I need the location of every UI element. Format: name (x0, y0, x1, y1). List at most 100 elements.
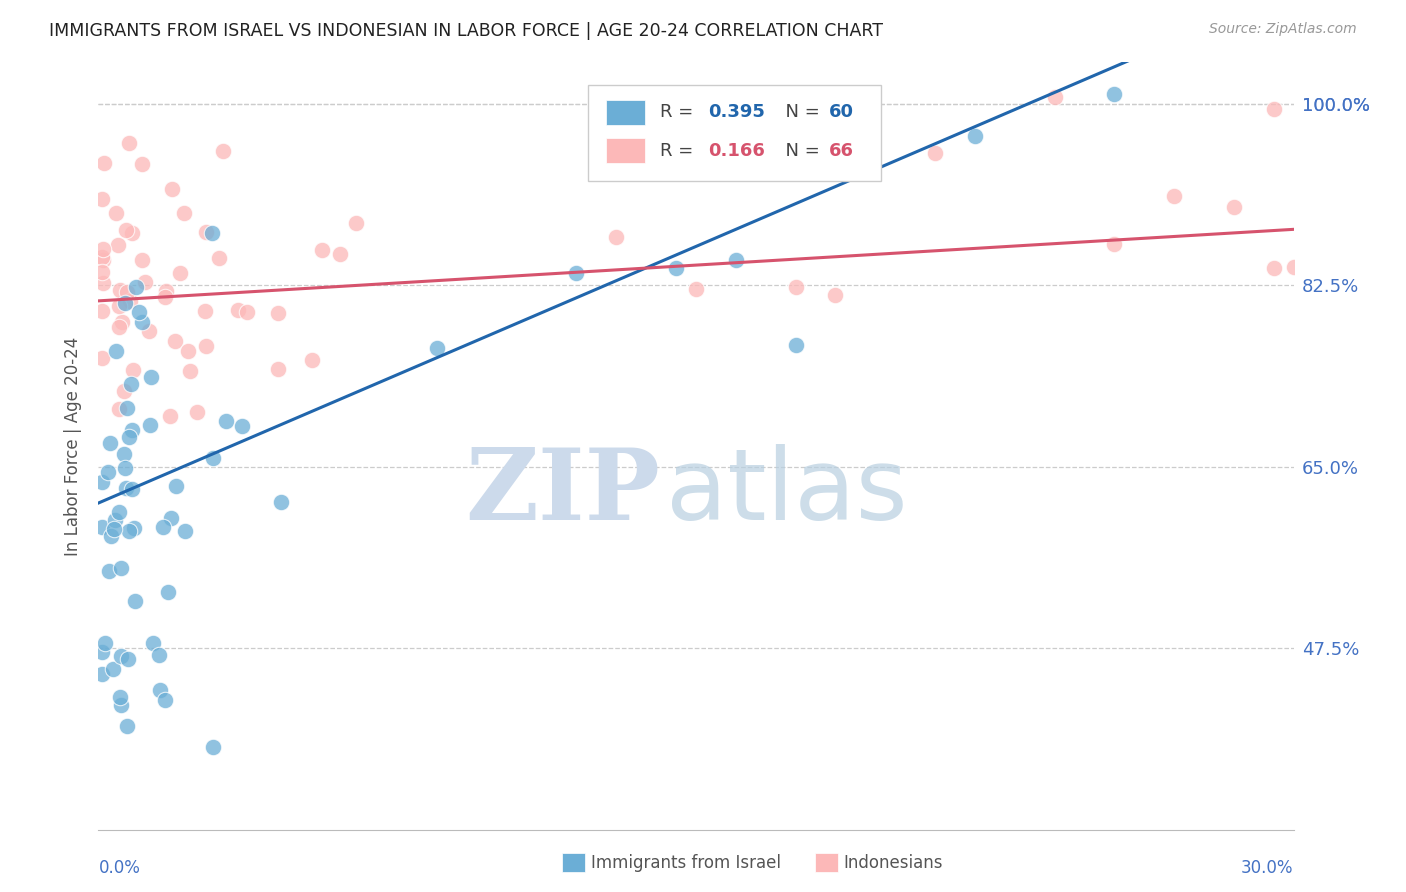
Point (108, 299, 131, 313)
Point (138, 324, 160, 338)
Point (270, 495, 292, 509)
Point (121, 226, 143, 240)
Point (125, 280, 148, 294)
Point (107, 238, 129, 252)
Point (179, 364, 201, 378)
Text: 60: 60 (828, 103, 853, 121)
Point (1263, 102, 1285, 116)
Point (104, 513, 127, 527)
Point (160, 182, 183, 196)
Point (114, 461, 136, 475)
Point (344, 216, 367, 230)
Point (186, 405, 208, 419)
Point (207, 251, 229, 265)
Text: ZIP: ZIP (465, 443, 661, 541)
Point (103, 522, 125, 536)
Point (91, 667, 114, 681)
Point (91, 475, 114, 490)
Point (1043, 90, 1066, 104)
Point (155, 284, 177, 298)
Y-axis label: In Labor Force | Age 20-24: In Labor Force | Age 20-24 (63, 336, 82, 556)
Point (236, 305, 259, 319)
Point (108, 505, 131, 519)
Point (165, 479, 187, 493)
Text: atlas: atlas (666, 443, 908, 541)
Point (131, 157, 153, 171)
Point (149, 682, 172, 697)
Point (1104, 87, 1126, 101)
Point (226, 303, 249, 318)
Point (91, 277, 114, 291)
Text: IMMIGRANTS FROM ISRAEL VS INDONESIAN IN LABOR FORCE | AGE 20-24 CORRELATION CHAR: IMMIGRANTS FROM ISRAEL VS INDONESIAN IN … (49, 22, 883, 40)
Point (97, 466, 120, 480)
Point (194, 225, 217, 239)
Point (177, 343, 200, 358)
Point (93, 156, 115, 170)
Point (98, 565, 121, 579)
Point (134, 275, 156, 289)
Point (115, 223, 138, 237)
Point (117, 401, 139, 415)
Point (91, 351, 114, 365)
Point (91, 265, 114, 279)
Point (131, 252, 153, 267)
Point (159, 511, 181, 525)
Point (724, 252, 747, 267)
Point (128, 304, 150, 318)
Point (231, 419, 253, 434)
Point (98, 436, 121, 450)
Point (202, 739, 225, 754)
Point (159, 409, 181, 423)
Point (91, 192, 114, 206)
Point (108, 690, 131, 704)
Text: 0.0%: 0.0% (98, 859, 141, 877)
Point (121, 482, 143, 496)
Point (120, 376, 142, 391)
Point (266, 362, 288, 376)
Point (107, 402, 129, 417)
Point (163, 334, 186, 349)
Point (301, 352, 323, 367)
Text: Source: ZipAtlas.com: Source: ZipAtlas.com (1209, 22, 1357, 37)
Point (1223, 200, 1246, 214)
Point (153, 290, 176, 304)
Point (91, 520, 114, 534)
Point (195, 339, 218, 353)
Text: 0.166: 0.166 (709, 142, 765, 160)
Point (114, 296, 136, 310)
Text: R =: R = (661, 142, 699, 160)
Point (173, 206, 195, 220)
Point (157, 584, 180, 599)
Point (115, 719, 138, 733)
Text: Indonesians: Indonesians (844, 855, 943, 872)
Point (122, 521, 145, 535)
Point (311, 243, 333, 257)
Bar (815, 853, 838, 872)
Point (91, 252, 114, 267)
Text: Immigrants from Israel: Immigrants from Israel (591, 855, 780, 872)
Point (169, 266, 191, 280)
Point (110, 560, 132, 574)
Point (131, 315, 153, 329)
Point (153, 693, 176, 707)
Point (605, 230, 627, 244)
Point (785, 338, 807, 352)
Point (201, 226, 224, 240)
Point (121, 423, 143, 437)
Point (118, 430, 141, 444)
Point (685, 282, 707, 296)
Point (100, 529, 122, 543)
Point (141, 370, 163, 384)
Point (1263, 260, 1285, 275)
Point (115, 481, 138, 495)
Point (565, 266, 588, 280)
Point (120, 293, 142, 308)
Bar (606, 100, 644, 125)
Point (267, 306, 290, 320)
Point (215, 414, 238, 428)
Point (844, 121, 866, 136)
Point (924, 145, 946, 160)
Point (124, 594, 146, 608)
Point (91, 645, 114, 659)
Text: N =: N = (773, 103, 825, 121)
